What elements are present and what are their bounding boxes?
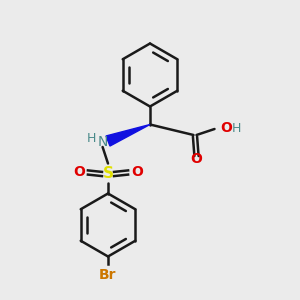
- Text: O: O: [131, 166, 143, 179]
- Text: O: O: [220, 122, 232, 135]
- Text: N: N: [98, 136, 108, 149]
- Text: Br: Br: [99, 268, 117, 282]
- Text: O: O: [190, 152, 202, 166]
- Text: O: O: [73, 166, 85, 179]
- Text: S: S: [103, 167, 113, 182]
- Polygon shape: [106, 124, 150, 146]
- Text: H: H: [87, 132, 96, 145]
- Text: H: H: [232, 122, 241, 135]
